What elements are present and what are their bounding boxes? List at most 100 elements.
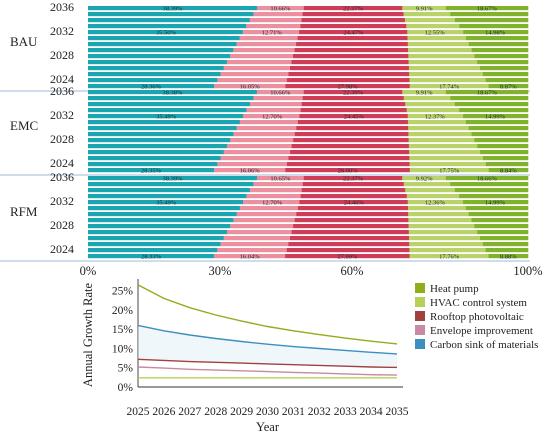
bar-segment	[474, 54, 529, 59]
bar-segment	[406, 194, 460, 199]
bar-data-label: 38.38%	[162, 90, 183, 97]
bar-data-label: 8.87%	[500, 84, 517, 91]
bar-segment	[217, 248, 288, 253]
bar-segment	[285, 254, 410, 259]
bar-segment	[88, 242, 221, 247]
year-tick-label: 2028	[50, 218, 74, 232]
bar-segment	[463, 200, 529, 205]
bar-segment	[291, 60, 409, 65]
bar-segment	[463, 30, 529, 35]
bar-segment	[482, 156, 529, 161]
bar-segment	[408, 138, 475, 143]
bar-segment	[488, 168, 529, 173]
bar-segment	[217, 78, 288, 83]
bar-data-label: 12.37%	[425, 114, 446, 121]
bar-segment	[408, 236, 481, 241]
bar-segment	[88, 126, 237, 131]
bar-segment	[88, 230, 228, 235]
bar-segment	[285, 84, 411, 89]
bar-segment	[408, 230, 478, 235]
bar-segment	[88, 224, 231, 229]
bar-segment	[405, 102, 456, 107]
bar-segment	[88, 254, 215, 259]
bar-data-label: 38.39%	[162, 6, 183, 13]
legend-label: Carbon sink of materials	[430, 339, 538, 351]
bar-segment	[450, 96, 529, 101]
bar-segment	[402, 6, 447, 11]
bar-segment	[471, 218, 529, 223]
bar-segment	[454, 18, 529, 23]
bar-x-tick-label: 0%	[80, 264, 97, 278]
bar-segment	[233, 218, 296, 223]
bar-segment	[302, 182, 405, 187]
bar-segment	[88, 66, 224, 71]
bar-segment	[243, 114, 300, 119]
confidence-band	[138, 325, 397, 368]
bar-segment	[256, 6, 305, 11]
bar-segment	[249, 18, 302, 23]
bar-segment	[477, 230, 529, 235]
y-tick-label: 20%	[112, 305, 134, 317]
bar-segment	[286, 248, 410, 253]
legend-swatch	[415, 297, 425, 307]
series-line-rooftop-photovoltaic	[137, 358, 398, 369]
year-tick-label: 2028	[50, 132, 74, 146]
y-tick-label: 25%	[112, 286, 134, 298]
bar-segment	[407, 30, 464, 35]
series-line-carbon-sink-of-materials	[137, 324, 398, 355]
bar-segment	[88, 30, 244, 35]
year-tick-label: 2032	[50, 24, 74, 38]
bar-data-label: 24.47%	[343, 30, 364, 37]
bar-segment	[88, 6, 258, 11]
legend-swatch	[415, 283, 425, 293]
bar-segment	[409, 254, 489, 259]
x-tick-label: 2025	[127, 406, 150, 418]
bar-segment	[236, 42, 297, 47]
bar-data-label: 10.66%	[270, 90, 291, 97]
bar-segment	[88, 168, 215, 173]
bar-segment	[223, 66, 291, 71]
bar-segment	[474, 224, 529, 229]
year-tick-label: 2036	[50, 170, 74, 184]
bar-data-label: 8.84%	[500, 168, 517, 175]
bar-segment	[471, 132, 529, 137]
bar-data-label: 28.35%	[141, 168, 162, 175]
bar-segment	[220, 242, 289, 247]
y-axis-label: Annual Growth Rate	[81, 282, 95, 387]
bar-segment	[223, 150, 291, 155]
bar-segment	[463, 114, 529, 119]
bar-segment	[297, 36, 408, 41]
bar-segment	[256, 176, 305, 181]
bar-segment	[256, 90, 305, 95]
x-tick-label: 2031	[282, 406, 305, 418]
bar-segment	[409, 248, 486, 253]
x-tick-label: 2029	[230, 406, 253, 418]
bar-segment	[465, 120, 529, 125]
bar-data-label: 14.99%	[485, 114, 506, 121]
bar-segment	[88, 108, 247, 113]
bar-segment	[301, 18, 406, 23]
bar-segment	[88, 36, 240, 41]
bar-segment	[88, 18, 251, 23]
bar-segment	[246, 194, 301, 199]
x-tick-label: 2030	[256, 406, 279, 418]
bar-segment	[213, 254, 286, 259]
bar-segment	[404, 18, 456, 23]
y-tick-label: 5%	[118, 363, 134, 375]
bar-data-label: 22.39%	[343, 90, 364, 97]
bar-segment	[226, 60, 292, 65]
bar-segment	[488, 84, 529, 89]
bar-segment	[459, 24, 529, 29]
bar-segment	[299, 30, 408, 35]
bar-segment	[246, 24, 301, 29]
bar-data-label: 27.99%	[337, 254, 358, 261]
legend-label: Heat pump	[430, 283, 479, 295]
bar-segment	[239, 120, 299, 125]
bar-group-rfm: 38.39% 10.65% 22.37% 9.92% 18.66% 35.49% 12.70…	[0, 170, 530, 262]
bar-segment	[407, 36, 467, 41]
bar-segment	[88, 12, 254, 17]
bar-segment	[88, 206, 241, 211]
bar-data-label: 8.88%	[500, 254, 517, 261]
bar-data-label: 12.70%	[262, 200, 283, 207]
bar-segment	[454, 188, 529, 193]
